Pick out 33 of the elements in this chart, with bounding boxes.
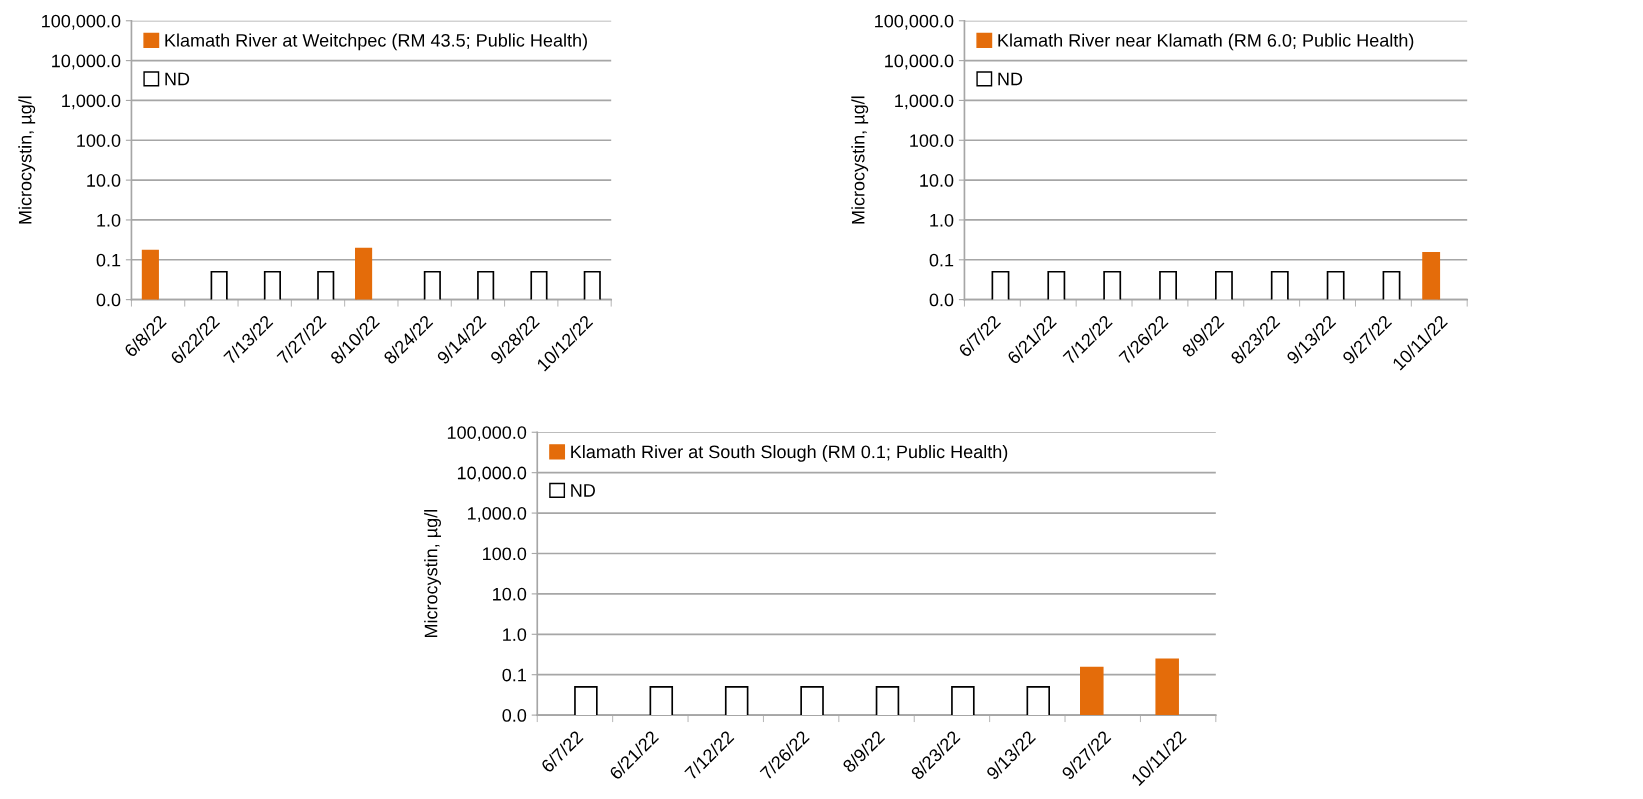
y-tick-label: 10.0: [87, 174, 121, 187]
legend-label: ND: [571, 484, 595, 497]
legend-label: Klamath River near Klamath (RM 6.0; Public Health): [998, 33, 1414, 51]
legend-label: ND: [998, 72, 1023, 86]
legend-label: ND: [165, 72, 190, 86]
y-tick-label: 10,000.0: [457, 466, 527, 482]
legend-label: Klamath River at South Slough (RM 0.1; Public Health): [571, 444, 1008, 462]
y-tick-label: 100.0: [77, 134, 121, 147]
y-tick-label: 1.0: [503, 628, 527, 642]
y-axis-title: Microcystin, µg/l: [18, 96, 36, 224]
y-tick-label: 1.0: [97, 213, 121, 227]
y-tick-label: 10,000.0: [52, 54, 121, 70]
y-tick-label: 0.0: [502, 709, 527, 722]
y-tick-label: 0.1: [929, 253, 954, 267]
y-tick-label: 1.0: [930, 213, 954, 227]
y-tick-label: 100,000.0: [447, 426, 527, 442]
y-tick-label: 100.0: [910, 134, 954, 147]
y-tick-label: 0.0: [96, 293, 121, 307]
y-tick-label: 0.1: [502, 668, 526, 682]
y-axis-title: Microcystin, µg/l: [424, 509, 441, 638]
y-tick-label: 10,000.0: [885, 54, 954, 70]
legend-label: Klamath River at Weitchpec (RM 43.5; Public Health): [165, 33, 587, 51]
y-tick-label: 100,000.0: [42, 14, 121, 30]
y-tick-label: 1,000.0: [467, 507, 527, 522]
y-axis-title: Microcystin, µg/l: [851, 96, 869, 224]
y-tick-label: 10.0: [920, 174, 954, 187]
y-tick-label: 100,000.0: [875, 14, 954, 30]
y-tick-label: 10.0: [493, 587, 527, 601]
y-tick-label: 0.0: [929, 293, 954, 307]
y-tick-label: 0.1: [96, 253, 121, 267]
y-tick-label: 100.0: [483, 547, 527, 561]
y-tick-label: 1,000.0: [895, 94, 954, 110]
y-tick-label: 1,000.0: [62, 94, 121, 110]
